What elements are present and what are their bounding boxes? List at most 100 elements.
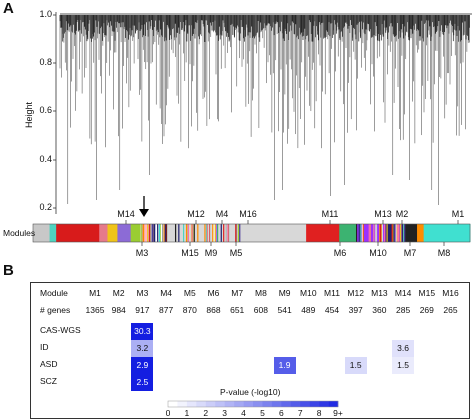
module-label: M1: [451, 209, 465, 219]
column-header: M5: [183, 288, 196, 298]
module-color-segment: [130, 224, 142, 242]
column-header: M2: [112, 288, 125, 298]
panel-b: B Module # genes M1 M2 M3 M4 M5 M6 M7 M8 M9 M10 M11 M…: [0, 260, 474, 420]
module-color-segment: [140, 224, 150, 242]
legend-swatch: [281, 401, 292, 407]
column-header: M12: [347, 288, 364, 298]
module-label: M9: [204, 248, 218, 258]
y-tick-label: 0.4: [39, 154, 52, 164]
column-header: M1: [89, 288, 101, 298]
panel-b-letter: B: [3, 262, 14, 279]
module-color-segment: [339, 224, 357, 242]
gene-count: 454: [324, 305, 340, 315]
column-header: M8: [254, 288, 267, 298]
down-arrow-icon: [139, 196, 149, 217]
gene-count: 984: [111, 305, 126, 315]
legend-swatch: [215, 401, 225, 407]
legend-tick: 0: [165, 408, 171, 418]
legend-swatch: [168, 401, 178, 407]
column-header: M11: [324, 288, 340, 298]
gene-count: 489: [301, 305, 316, 315]
heatmap-cell: 2.9: [131, 357, 154, 374]
y-tick-label: 1.0: [39, 9, 52, 19]
modules-row-label: Modules: [3, 228, 36, 238]
legend-tick: 8: [316, 408, 322, 418]
module-label: M3: [135, 248, 149, 258]
column-header: M16: [442, 288, 459, 298]
legend-tick: 4: [241, 408, 246, 418]
row-label: ID: [40, 342, 49, 352]
y-tick-label: 0.2: [39, 202, 52, 212]
row-label: CAS-WGS: [40, 325, 81, 335]
genes-row-label: # genes: [40, 305, 71, 315]
module-label: M6: [333, 248, 347, 258]
module-label: M5: [229, 248, 243, 258]
row-label: ASD: [40, 359, 58, 369]
legend-swatch: [290, 401, 301, 407]
legend-tick: 1: [184, 408, 190, 418]
module-label: M4: [215, 209, 229, 219]
gene-count: 397: [348, 305, 363, 315]
column-header: M4: [160, 288, 172, 298]
gene-count: 269: [419, 305, 434, 315]
column-header: M13: [371, 288, 388, 298]
legend-swatch: [253, 401, 263, 407]
legend-title: P-value (-log10): [220, 387, 281, 397]
heatmap-cell: 30.3: [131, 323, 154, 340]
column-header: M6: [207, 288, 220, 298]
column-header: M7: [231, 288, 244, 298]
legend-swatch: [262, 401, 273, 407]
legend-swatch: [300, 401, 310, 407]
gene-count: 1365: [85, 305, 105, 315]
enrichment-table: [30, 282, 470, 419]
module-color-segment: [49, 224, 57, 242]
legend-swatch: [271, 401, 282, 407]
module-label: M7: [403, 248, 417, 258]
y-tick-label: 0.6: [39, 105, 52, 115]
panel-a-letter: A: [3, 0, 14, 17]
module-color-segment: [107, 224, 118, 242]
module-label: M10: [369, 248, 387, 258]
gene-count: 541: [277, 305, 292, 315]
legend-swatch: [177, 401, 188, 407]
column-header: M14: [394, 288, 412, 298]
column-header: M3: [136, 288, 149, 298]
module-color-segment: [99, 224, 108, 242]
gene-count: 917: [135, 305, 150, 315]
module-label: M8: [437, 248, 451, 258]
legend-swatch: [243, 401, 254, 407]
legend-tick: 2: [203, 408, 209, 418]
column-header: M9: [278, 288, 291, 298]
header-module-label: Module: [40, 288, 68, 298]
module-label: M11: [321, 209, 339, 219]
row-label: SCZ: [40, 376, 57, 386]
module-label: M15: [181, 248, 199, 258]
module-label: M13: [374, 209, 392, 219]
legend-tick: 6: [278, 408, 284, 418]
gene-count: 285: [396, 305, 411, 315]
module-label: M14: [117, 209, 135, 219]
gene-count: 608: [253, 305, 268, 315]
heatmap-cell: 1.5: [392, 357, 415, 374]
legend-swatch: [234, 401, 244, 407]
heatmap-cell: 1.9: [273, 357, 296, 374]
legend-swatch: [319, 401, 329, 407]
gene-count: 651: [230, 305, 245, 315]
column-header: M15: [418, 288, 436, 298]
module-color-segment: [417, 224, 425, 242]
legend-swatch: [309, 401, 320, 407]
heatmap-cell: 3.2: [131, 340, 154, 357]
module-color-segment: [306, 224, 340, 242]
heatmap-cell: 1.5: [344, 357, 367, 374]
legend-swatch: [328, 401, 339, 407]
legend-tick: 7: [297, 408, 303, 418]
gene-count: 870: [182, 305, 197, 315]
gene-count: 868: [206, 305, 221, 315]
module-color-segment: [393, 224, 401, 242]
heatmap-cell: 3.6: [392, 340, 415, 357]
module-color-segment: [56, 224, 100, 242]
module-color-segment: [33, 224, 51, 242]
legend-tick: 5: [260, 408, 265, 418]
gene-count: 360: [372, 305, 387, 315]
module-label: M12: [187, 209, 205, 219]
